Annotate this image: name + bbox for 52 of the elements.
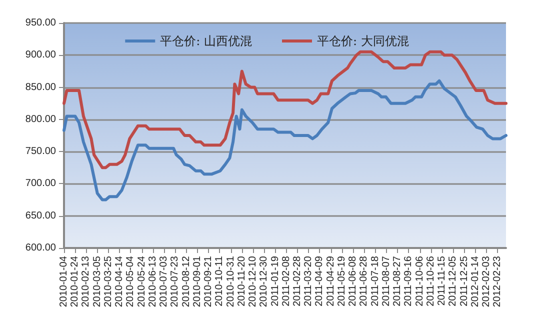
line-series	[62, 50, 508, 170]
x-tick-label: 2011-05-19	[336, 256, 348, 306]
x-tick-label: 2010-07-23	[170, 256, 181, 308]
legend-label: 平仓价: 山西优混	[160, 34, 252, 48]
x-tick-label: 2010-09-21	[203, 256, 214, 308]
x-tick-label: 2011-08-07	[380, 256, 392, 306]
x-tick-label: 2010-09-01	[192, 256, 203, 308]
x-tick-label: 2011-02-08	[280, 256, 292, 306]
y-tick-label: 750.00	[25, 146, 56, 158]
x-tick-label: 2011-12-25	[458, 256, 470, 306]
legend-label: 平仓价: 大同优混	[317, 34, 409, 48]
x-tick-label: 2010-06-13	[147, 256, 158, 308]
x-tick-label: 2010-11-20	[236, 256, 248, 306]
x-tick-label: 2010-01-04	[58, 256, 70, 308]
y-tick-label: 800.00	[25, 114, 56, 125]
x-tick-label: 2011-02-28	[292, 256, 304, 306]
x-tick-label: 2011-11-15	[436, 256, 448, 306]
x-tick-label: 2010-12-30	[258, 256, 270, 308]
x-tick-label: 2011-10-26	[425, 256, 436, 306]
x-tick-label: 2011-12-05	[448, 256, 459, 306]
x-tick-label: 2011-09-16	[403, 256, 414, 306]
x-tick-label: 2011-06-08	[348, 256, 359, 306]
x-tick-label: 2011-04-09	[314, 256, 326, 306]
x-tick-label: 2010-07-03	[158, 256, 170, 308]
x-tick-label: 2010-01-24	[70, 256, 81, 308]
x-tick-label: 2012-01-14	[470, 256, 481, 308]
x-tick-label: 2010-10-31	[225, 256, 236, 308]
x-tick-label: 2012-02-03	[481, 256, 492, 308]
y-tick-label: 700.00	[25, 178, 56, 190]
y-tick-label: 650.00	[25, 210, 56, 222]
x-tick-label: 2010-02-13	[80, 256, 92, 308]
x-tick-label: 2010-12-10	[248, 256, 259, 308]
y-tick-label: 850.00	[25, 82, 56, 93]
y-tick-label: 950.00	[25, 18, 56, 28]
x-tick-label: 2010-03-05	[92, 256, 103, 308]
x-tick-label: 2012-02-23	[492, 256, 504, 308]
x-tick-label: 2011-04-29	[325, 256, 336, 306]
x-tick-label: 2010-10-11	[214, 256, 226, 306]
y-tick-label: 900.00	[25, 50, 56, 61]
x-tick-label: 2010-05-04	[125, 256, 136, 308]
x-tick-label: 2010-03-25	[102, 256, 114, 308]
x-tick-label: 2011-03-20	[303, 256, 314, 306]
x-tick-label: 2011-07-18	[370, 256, 381, 306]
x-tick-label: 2010-05-24	[136, 256, 148, 308]
x-tick-label: 2011-10-06	[414, 256, 426, 306]
x-tick-label: 2011-08-27	[392, 256, 404, 306]
x-tick-label: 2010-08-12	[180, 256, 192, 308]
line-series	[62, 79, 508, 202]
x-tick-label: 2010-04-14	[114, 256, 126, 308]
x-tick-label: 2011-01-19	[270, 256, 281, 306]
x-tick-label: 2011-06-28	[358, 256, 370, 306]
y-tick-label: 600.00	[25, 242, 56, 254]
